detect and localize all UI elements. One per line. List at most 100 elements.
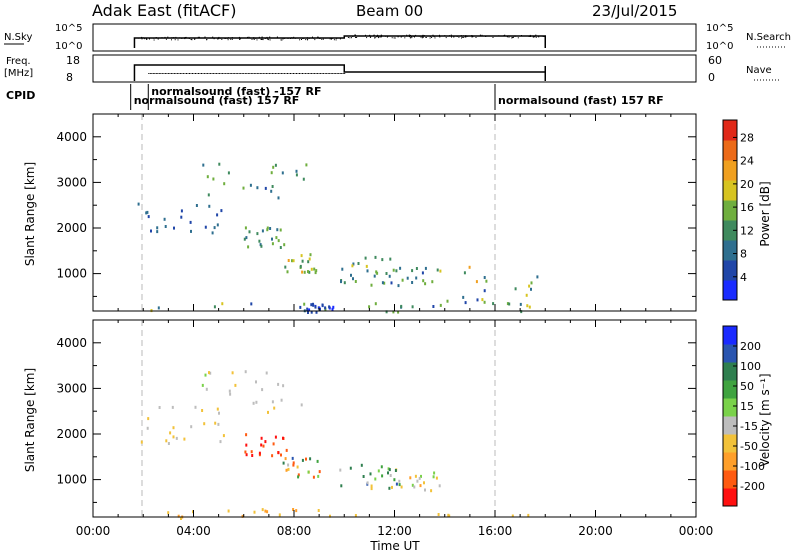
nsky-point <box>401 35 403 37</box>
nsky-point <box>314 39 316 41</box>
data-cell <box>140 440 143 444</box>
nsky-point <box>221 38 223 40</box>
data-cell <box>260 443 263 447</box>
nave-point <box>149 73 151 74</box>
data-cell <box>245 433 248 437</box>
data-cell <box>270 171 273 175</box>
data-cell <box>422 279 425 283</box>
nsky-point <box>312 36 313 38</box>
velocity-colorbar-label: Velocity [m s⁻¹] <box>758 373 772 466</box>
nave-point <box>255 73 257 74</box>
colorbar-swatch <box>723 452 737 471</box>
nave-point <box>302 73 303 74</box>
colorbar-tick-label: 100 <box>740 360 761 373</box>
data-cell <box>157 306 160 310</box>
data-cell <box>277 239 280 243</box>
nsky-point <box>411 37 413 39</box>
nave-point <box>323 73 325 74</box>
data-cell <box>251 454 254 457</box>
data-cell <box>392 310 395 314</box>
nsky-point <box>321 38 323 40</box>
data-cell <box>437 513 440 516</box>
nsky-point <box>227 39 229 41</box>
nsky-point <box>532 36 534 38</box>
nsky-point <box>331 38 333 39</box>
data-cell <box>275 236 278 240</box>
data-cell <box>387 467 390 471</box>
data-cell <box>156 230 159 234</box>
data-cell <box>397 284 400 288</box>
nsky-point <box>431 37 433 38</box>
nsky-point <box>255 37 257 39</box>
data-cell <box>464 301 467 305</box>
data-cell <box>394 469 397 472</box>
data-cell <box>172 435 175 439</box>
nsky-point <box>284 37 286 39</box>
data-cell <box>219 440 222 444</box>
data-cell <box>227 509 230 513</box>
nsky-point <box>421 37 423 39</box>
data-cell <box>309 457 312 461</box>
data-cell <box>400 485 403 489</box>
data-cell <box>526 304 529 308</box>
nsky-point <box>461 37 462 39</box>
nave-point <box>193 73 195 74</box>
nsky-point <box>471 35 473 37</box>
colorbar-swatch <box>723 200 737 221</box>
data-cell <box>514 287 517 291</box>
data-cell <box>261 508 264 512</box>
colorbar-swatch <box>723 240 737 261</box>
data-cell <box>314 271 317 275</box>
data-cell <box>217 422 220 426</box>
data-cell <box>468 265 471 269</box>
nsearch-tick-high: 10^5 <box>706 23 733 34</box>
nsky-point <box>453 36 455 38</box>
data-cell <box>266 510 269 514</box>
data-cell <box>206 175 209 179</box>
nave-point <box>250 73 252 74</box>
nsky-point <box>425 37 427 38</box>
colorbar-swatch <box>723 260 737 281</box>
data-cell <box>316 459 319 463</box>
nsky-point <box>410 36 412 37</box>
ytick-label: 2000 <box>56 221 87 235</box>
nave-point <box>154 73 156 74</box>
nave-point <box>240 73 242 74</box>
colorbar-tick-label: 8 <box>740 248 747 261</box>
nsky-point <box>511 37 513 39</box>
nsky-point <box>517 37 519 39</box>
data-cell <box>433 471 436 475</box>
nave-tick-low: 0 <box>708 71 715 84</box>
data-cell <box>398 483 401 487</box>
colorbar-tick-label: 50 <box>740 380 754 393</box>
data-cell <box>308 308 311 312</box>
colorbar-swatch <box>723 380 737 399</box>
data-cell <box>258 239 261 243</box>
nave-point <box>205 73 207 74</box>
data-cell <box>272 165 275 169</box>
nsky-point <box>543 36 545 37</box>
colorbar-tick-label: -100 <box>740 460 765 473</box>
data-cell <box>180 215 183 219</box>
nave-point <box>342 73 344 74</box>
nsky-point <box>329 38 331 40</box>
nsky-point <box>422 35 424 37</box>
nsky-point <box>530 36 531 37</box>
data-cell <box>481 298 484 302</box>
data-cell <box>416 479 419 483</box>
nave-point <box>296 73 297 74</box>
nsky-point <box>269 39 271 41</box>
data-cell <box>165 439 168 443</box>
nsky-point <box>542 35 544 37</box>
data-cell <box>218 162 221 166</box>
nave-point <box>274 73 276 74</box>
data-cell <box>285 468 288 472</box>
data-cell <box>511 514 514 518</box>
data-cell <box>244 450 247 454</box>
nave-point <box>283 73 285 74</box>
data-cell <box>267 410 269 414</box>
nave-point <box>336 73 338 74</box>
data-cell <box>261 388 264 392</box>
nsky-point <box>528 36 530 37</box>
xtick-label: 16:00 <box>478 524 513 538</box>
